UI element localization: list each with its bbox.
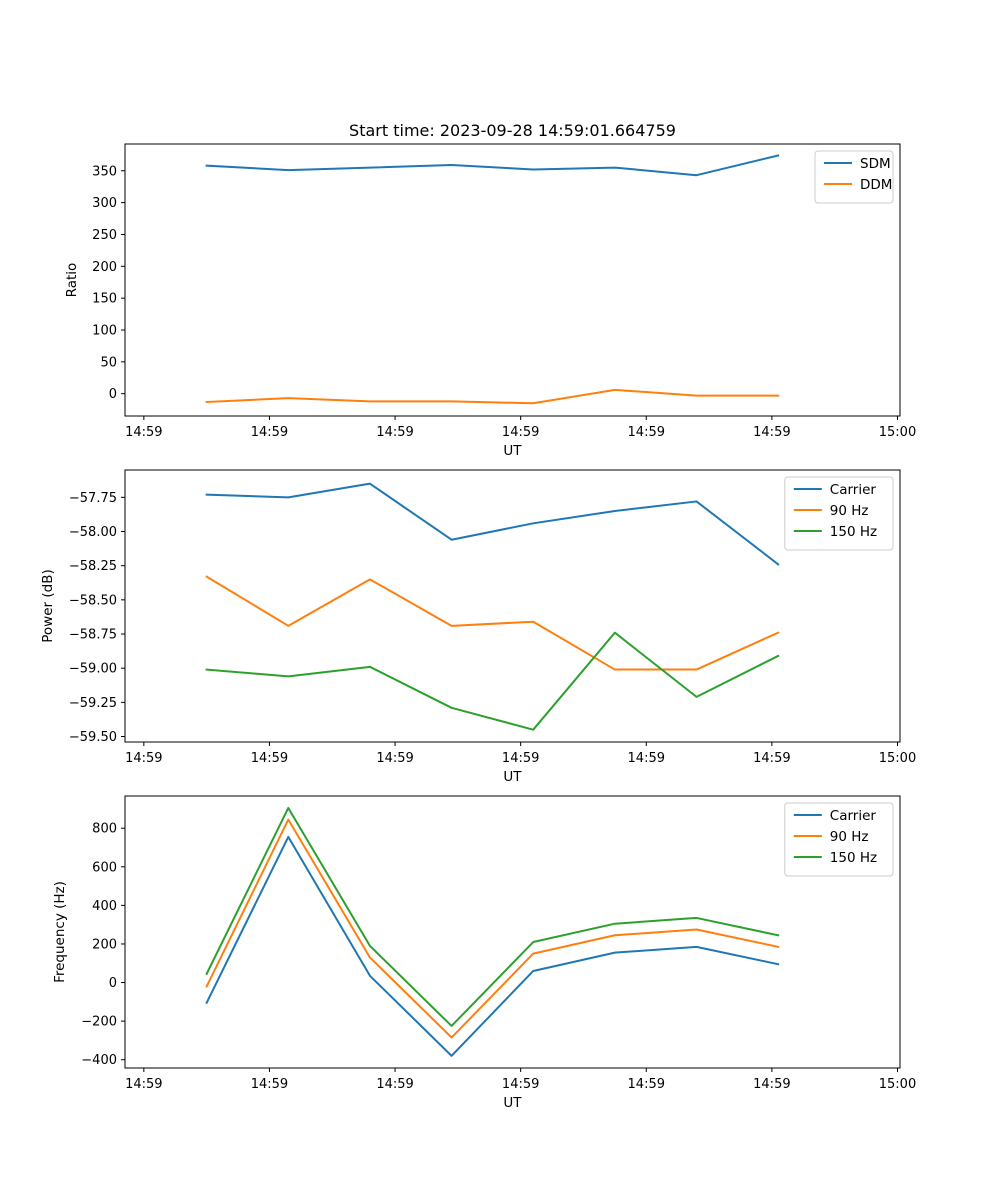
x-tick-label: 14:59: [628, 1077, 665, 1092]
x-tick-label: 14:59: [125, 751, 162, 766]
y-tick-label: −400: [81, 1053, 117, 1068]
x-tick-label: 14:59: [251, 751, 288, 766]
y-tick-label: −59.50: [69, 730, 117, 745]
x-tick-label: 14:59: [125, 425, 162, 440]
y-tick-label: 600: [92, 860, 117, 875]
y-tick-label: −58.25: [69, 559, 117, 574]
legend-label: Carrier: [830, 808, 877, 824]
legend-label: SDM: [860, 156, 891, 172]
x-tick-label: 14:59: [251, 425, 288, 440]
y-tick-label: 200: [92, 937, 117, 952]
x-tick-label: 15:00: [879, 1077, 916, 1092]
legend: Carrier 90 Hz 150 Hz: [784, 476, 894, 551]
y-tick-label: −58.50: [69, 593, 117, 608]
plot-frame: [124, 143, 901, 417]
y-tick-label: 0: [109, 387, 117, 402]
series-line-carrier: [205, 835, 780, 1057]
series-line-90-hz: [205, 818, 780, 1039]
legend-label: 90 Hz: [830, 503, 869, 519]
panel-3: −400 −200 0 200 400 600 800 14:59 14:59 14:59 14:5…: [52, 795, 916, 1111]
series-line-sdm: [205, 154, 780, 177]
plot-area: [125, 796, 900, 1068]
plot-area: [125, 470, 900, 742]
legend-label: DDM: [860, 177, 892, 193]
y-tick-label: −59.00: [69, 662, 117, 677]
plot-area: [125, 144, 900, 416]
x-tick-label: 14:59: [251, 1077, 288, 1092]
y-tick-label: 200: [92, 260, 117, 275]
y-tick-label: −59.25: [69, 696, 117, 711]
panel-1: 0 50 100 150 200 250 300 350 14:59 14:59 14:59 14:5…: [64, 143, 916, 459]
legend-label: 150 Hz: [830, 524, 877, 540]
y-tick-label: −58.75: [69, 628, 117, 643]
x-tick-label: 14:59: [376, 425, 413, 440]
x-tick-label: 14:59: [628, 425, 665, 440]
y-tick-label: 50: [100, 355, 117, 370]
y-tick-label: 300: [92, 196, 117, 211]
x-tick-label: 15:00: [879, 425, 916, 440]
x-tick-label: 14:59: [502, 425, 539, 440]
y-tick-label: 800: [92, 822, 117, 837]
y-tick-label: 150: [92, 292, 117, 307]
y-axis-label: Frequency (Hz): [52, 881, 68, 983]
y-tick-label: 350: [92, 164, 117, 179]
x-axis-label: UT: [503, 1095, 522, 1111]
series-line-ddm: [205, 388, 780, 405]
x-tick-label: 14:59: [753, 751, 790, 766]
y-tick-label: 100: [92, 324, 117, 339]
x-tick-label: 15:00: [879, 751, 916, 766]
legend-label: 90 Hz: [830, 829, 869, 845]
plot-frame: [124, 795, 901, 1069]
legend-label: Carrier: [830, 482, 877, 498]
plot-frame: [124, 469, 901, 743]
y-tick-label: −200: [81, 1015, 117, 1030]
y-tick-label: 250: [92, 228, 117, 243]
legend-label: 150 Hz: [830, 850, 877, 866]
y-tick-label: −57.75: [69, 491, 117, 506]
series-line-150-hz: [205, 631, 780, 731]
x-tick-label: 14:59: [753, 425, 790, 440]
x-tick-label: 14:59: [502, 751, 539, 766]
legend: SDM DDM: [814, 150, 894, 204]
x-axis-label: UT: [503, 769, 522, 785]
figure-title: Start time: 2023-09-28 14:59:01.664759: [349, 121, 676, 140]
y-tick-label: 400: [92, 899, 117, 914]
x-tick-label: 14:59: [376, 751, 413, 766]
y-axis-label: Power (dB): [40, 569, 56, 642]
y-tick-label: −58.00: [69, 525, 117, 540]
x-tick-label: 14:59: [628, 751, 665, 766]
x-tick-label: 14:59: [376, 1077, 413, 1092]
series-line-90-hz: [205, 575, 780, 671]
y-tick-label: 0: [109, 976, 117, 991]
series-line-150-hz: [205, 806, 780, 1027]
y-axis-label: Ratio: [64, 263, 80, 298]
legend: Carrier 90 Hz 150 Hz: [784, 802, 894, 877]
panel-2: −59.50 −59.25 −59.00 −58.75 −58.50 −58.25 −58.…: [40, 469, 916, 785]
x-tick-label: 14:59: [125, 1077, 162, 1092]
x-tick-label: 14:59: [502, 1077, 539, 1092]
x-tick-label: 14:59: [753, 1077, 790, 1092]
panels: 0 50 100 150 200 250 300 350 14:59 14:59 14:59 14:5…: [40, 143, 916, 1111]
series-line-carrier: [205, 482, 780, 566]
x-axis-label: UT: [503, 443, 522, 459]
